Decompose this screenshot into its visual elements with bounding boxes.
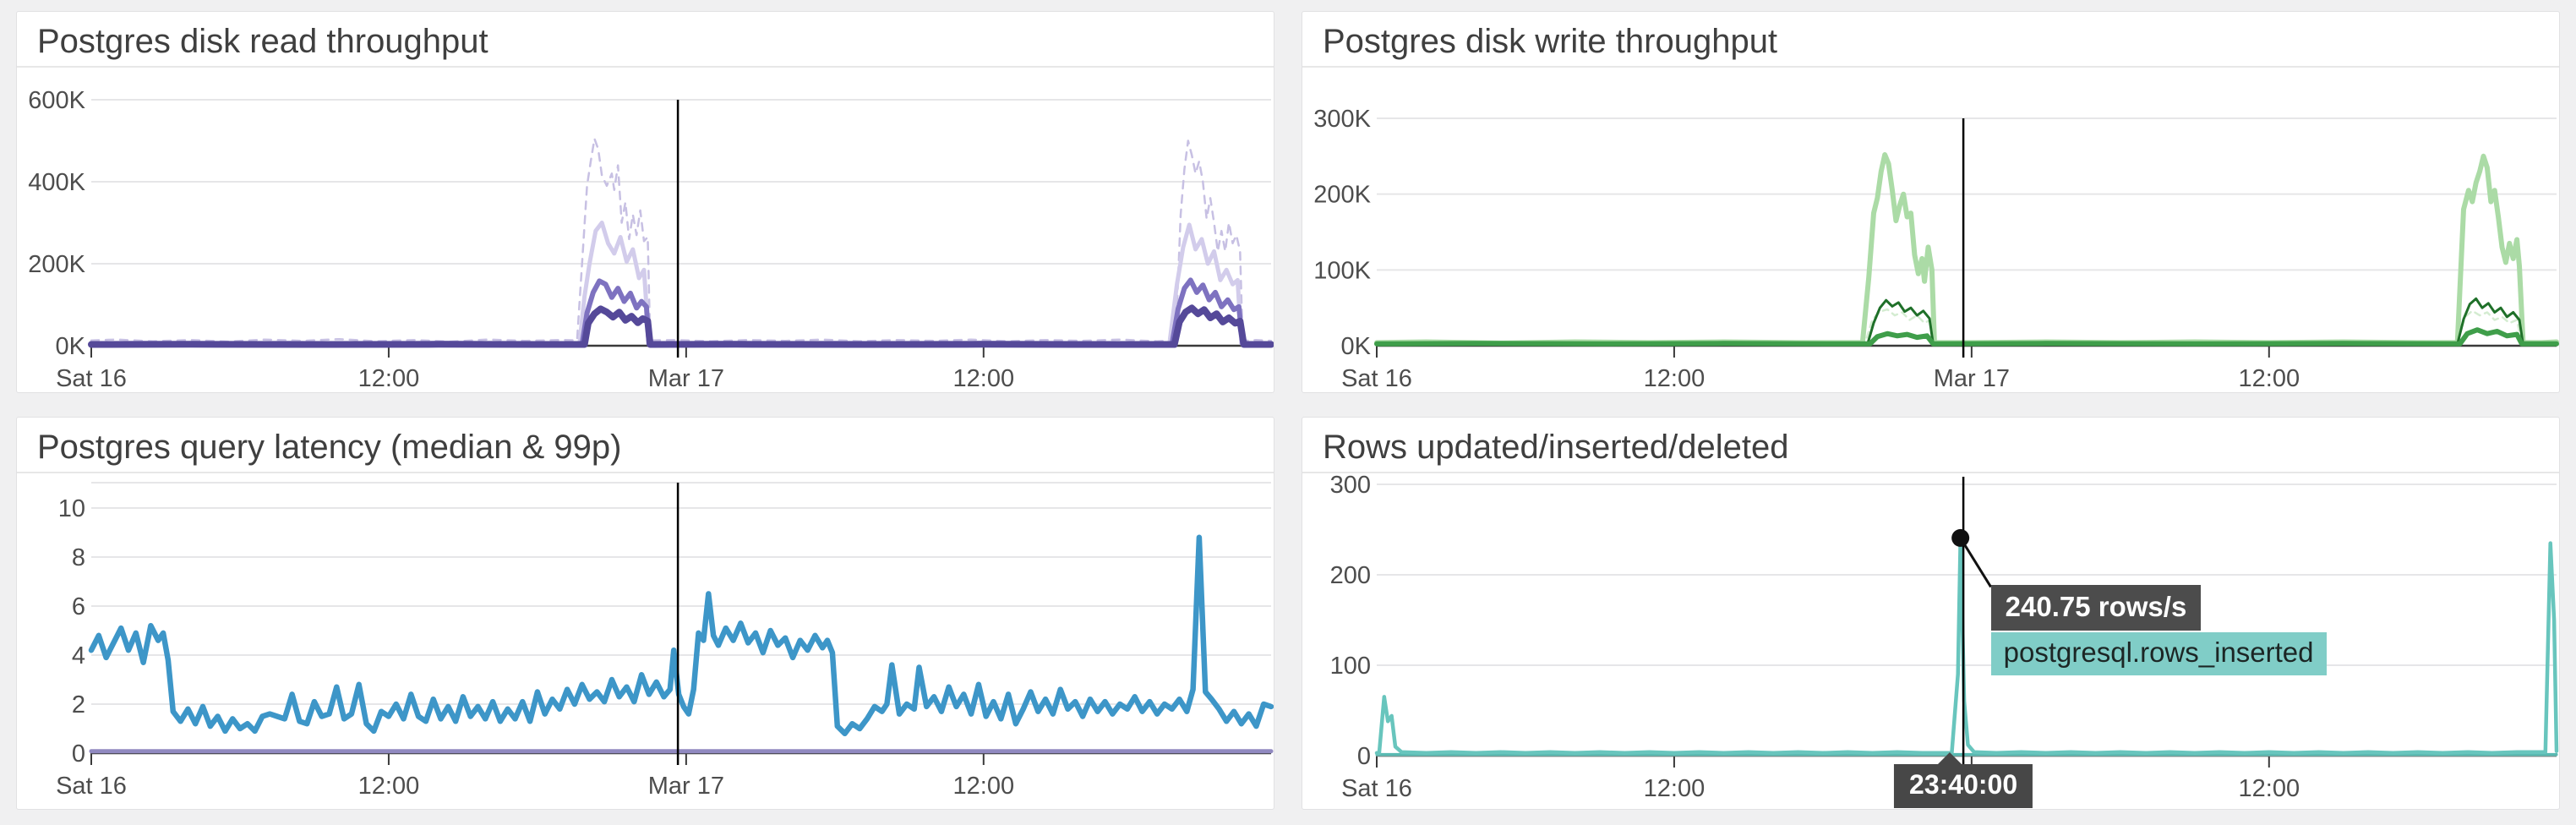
panel-query-latency: Postgres query latency (median & 99p) 10… (16, 417, 1274, 810)
x-tick-label: Sat 16 (1341, 775, 1412, 802)
chart-svg-rows-changed: 300 200 100 0 Sat 16 12:00 Mar 17 12:00 (1330, 473, 2559, 802)
series-write-medium (1374, 327, 2559, 347)
chart-query-latency[interactable]: 10 8 6 4 2 0 Sat 16 12:00 Mar 17 12:00 (17, 473, 1274, 809)
hover-marker-dot (1951, 528, 1970, 547)
panel-rows-changed: Rows updated/inserted/deleted 300 200 100 0… (1302, 417, 2560, 810)
y-tick-label: 0K (56, 333, 86, 360)
y-tick-label: 200K (1313, 182, 1371, 209)
y-tick-label: 6 (72, 593, 85, 620)
x-tick-label: Mar 17 (1934, 365, 2010, 392)
panel-title-disk-write: Postgres disk write throughput (1302, 12, 2559, 68)
x-tick-label: 12:00 (953, 365, 1015, 392)
y-tick-label: 600K (28, 87, 85, 114)
series-read-dark (88, 304, 1274, 348)
y-tick-label: 400K (28, 169, 85, 196)
chart-svg-disk-write: 300K 200K 100K 0K Sat 16 12:00 Mar 17 12:00 (1313, 106, 2559, 392)
series-write-dark (1375, 297, 2558, 346)
y-tick-label: 2 (72, 691, 85, 718)
y-tick-label: 200K (28, 251, 85, 278)
x-tick-label: Sat 16 (56, 773, 127, 800)
x-tick-label: 12:00 (1644, 365, 1706, 392)
x-tick-label: 12:00 (1644, 775, 1706, 802)
x-tick-label: Sat 16 (56, 365, 127, 392)
x-tick-label: 12:00 (358, 365, 420, 392)
x-tick-label: Mar 17 (648, 365, 724, 392)
series-read-light-dashed (90, 137, 1273, 343)
y-tick-label: 4 (72, 642, 85, 669)
chart-rows-changed[interactable]: 300 200 100 0 Sat 16 12:00 Mar 17 12:00 (1302, 473, 2559, 809)
x-tick-label: Sat 16 (1341, 365, 1412, 392)
chart-svg-query-latency: 10 8 6 4 2 0 Sat 16 12:00 Mar 17 12:00 (56, 482, 1274, 800)
y-tick-label: 300K (1313, 106, 1371, 133)
dashboard-grid: Postgres disk read throughput 600K 400K 20… (16, 11, 2560, 810)
x-tick-label: 12:00 (358, 773, 420, 800)
y-tick-label: 100K (1313, 257, 1371, 284)
y-tick-label: 0K (1341, 333, 1372, 360)
chart-disk-read[interactable]: 600K 400K 200K 0K Sat 16 12:00 Mar 17 12:00 (17, 68, 1274, 392)
x-tick-label: Mar 17 (648, 773, 724, 800)
series-write-xlight-dashed (1375, 308, 2558, 345)
y-tick-label: 0 (1357, 743, 1371, 770)
y-tick-label: 300 (1330, 473, 1371, 499)
y-tick-label: 200 (1330, 562, 1371, 589)
series-read-medium (89, 277, 1274, 347)
y-tick-label: 100 (1330, 653, 1371, 680)
y-tick-label: 8 (72, 544, 85, 571)
x-tick-label: 12:00 (2239, 775, 2300, 802)
x-tick-label: Mar 17 (1934, 775, 2010, 802)
panel-disk-read: Postgres disk read throughput 600K 400K 20… (16, 11, 1274, 393)
y-tick-label: 10 (58, 495, 85, 522)
series-read-light (89, 221, 1274, 347)
chart-disk-write[interactable]: 300K 200K 100K 0K Sat 16 12:00 Mar 17 12:00 (1302, 68, 2559, 392)
panel-title-disk-read: Postgres disk read throughput (17, 12, 1274, 68)
panel-title-rows-changed: Rows updated/inserted/deleted (1302, 418, 2559, 473)
panel-disk-write: Postgres disk write throughput 300K 200K 1… (1302, 11, 2560, 393)
chart-svg-disk-read: 600K 400K 200K 0K Sat 16 12:00 Mar 17 12:00 (28, 87, 1274, 392)
x-tick-label: 12:00 (953, 773, 1015, 800)
series-latency-99p (88, 534, 1274, 737)
x-tick-label: 12:00 (2239, 365, 2300, 392)
y-tick-label: 0 (72, 740, 85, 768)
series-write-light (1374, 152, 2559, 346)
series-rows-inserted (1374, 536, 2559, 756)
tooltip-connector (1959, 537, 1992, 588)
panel-title-query-latency: Postgres query latency (median & 99p) (17, 418, 1274, 473)
